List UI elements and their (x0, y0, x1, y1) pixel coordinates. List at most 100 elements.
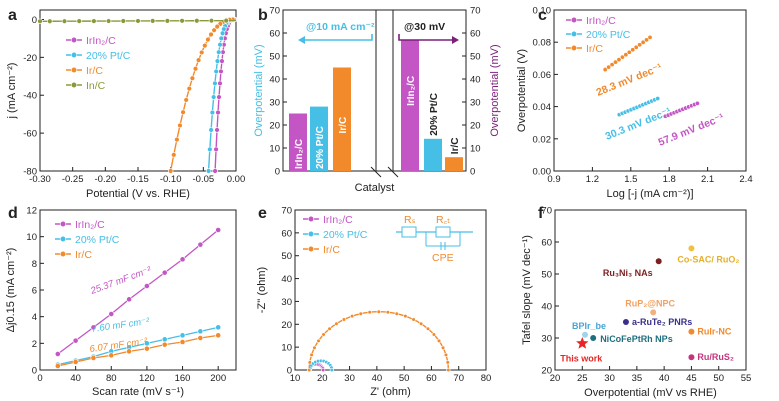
x-tick-label: 0.00 (227, 174, 246, 185)
y-tick-label: 50 (269, 52, 280, 63)
data-point (179, 256, 186, 263)
data-point (633, 44, 639, 50)
legend-label: 20% Pt/C (586, 29, 631, 41)
data-point (108, 311, 115, 317)
data-point (316, 338, 321, 343)
panel-label: e (258, 205, 267, 222)
plot-frame (294, 209, 487, 371)
x-axis-label: Log [-j (mA cm⁻²)] (606, 188, 693, 200)
data-point (214, 127, 220, 133)
data-point (164, 18, 171, 24)
legend-label: Ir/C (86, 65, 103, 77)
y-tick-label: 20 (470, 121, 481, 132)
data-point (120, 18, 127, 24)
data-point (150, 18, 156, 24)
legend-marker (59, 235, 67, 243)
y-tick-label: 10 (470, 144, 481, 155)
data-point (215, 332, 222, 339)
y-axis-label: Δj0.15 (mA cm⁻²) (5, 248, 17, 333)
x-tick-label: 80 (106, 373, 117, 384)
bar (310, 106, 328, 171)
data-point (61, 18, 68, 24)
data-point (90, 324, 97, 331)
data-point (212, 80, 218, 87)
y-tick-label: 60 (470, 29, 481, 40)
data-point (307, 367, 312, 373)
y-axis-label: Overpotential (V) (516, 49, 528, 132)
plot-frame (554, 209, 747, 371)
bar (333, 67, 351, 171)
bar (445, 157, 463, 171)
data-point (602, 67, 608, 73)
y-tick-label: 2 (32, 339, 37, 350)
y-tick-label: 0 (32, 15, 37, 26)
panel-b: 0 10 20 30 40 50 60 70 0 10 20 30 40 50 60 70 IrIn₂/C 20%… (253, 6, 501, 195)
y-axis-label: Overpotential (mV) (489, 44, 501, 136)
x-tick-label: 50 (713, 373, 724, 384)
data-point (688, 328, 695, 335)
data-point (171, 152, 177, 158)
data-point (218, 35, 225, 42)
circuit-rs (401, 226, 417, 238)
y-tick-label: 40 (541, 302, 552, 313)
bar-label: Ir/C (450, 138, 461, 155)
y-tick-label: 60 (541, 238, 552, 249)
data-point (213, 68, 219, 75)
panel-label: a (8, 7, 17, 24)
bar (424, 138, 442, 171)
x-tick-label: 200 (210, 373, 226, 384)
y-tick-label: 0.10 (533, 6, 552, 17)
data-point (54, 351, 61, 357)
data-point (207, 146, 213, 153)
y-tick-label: 10 (26, 232, 37, 243)
fit-line (57, 326, 219, 366)
data-point (419, 321, 424, 326)
data-point (446, 367, 451, 373)
x-tick-label: -0.15 (127, 174, 149, 185)
arrow-right-head (452, 36, 459, 44)
data-point (688, 354, 695, 361)
point-label: Co-SAC/ RuO₂ (677, 254, 739, 264)
data-point (647, 34, 653, 40)
panel-c: 0.9 1.2 1.5 1.8 2.1 2.4 0.00 0.02 0.04 0.06 0.08 0.… (516, 6, 753, 201)
data-point (443, 352, 449, 358)
data-point (650, 309, 657, 316)
arrow-left-head (298, 36, 305, 44)
data-point (431, 332, 437, 337)
x-tick-label: 160 (175, 373, 191, 384)
axis-break (370, 166, 382, 178)
y-tick-label: 70 (269, 6, 280, 17)
legend-label: Ir/C (75, 249, 92, 261)
data-point (619, 54, 625, 60)
data-point (341, 317, 347, 322)
y-axis-label: -Z'' (ohm) (256, 267, 268, 313)
x-tick-label: 2.4 (739, 174, 752, 185)
y-tick-label: 6 (32, 286, 37, 297)
legend-marker (570, 16, 578, 24)
bar-label: Ir/C (338, 117, 349, 134)
cdl-annotation: 6.07 mF cm⁻² (89, 336, 149, 355)
circuit-label: Rₛ (404, 214, 416, 226)
data-point (214, 23, 220, 30)
data-point (644, 37, 650, 43)
data-point (197, 328, 204, 335)
x-tick-label: -0.05 (193, 174, 215, 185)
data-point (194, 18, 200, 24)
x-tick-label: 120 (139, 373, 155, 384)
data-point (144, 283, 150, 289)
data-point (622, 319, 629, 325)
x-tick-label: 1.8 (663, 174, 676, 185)
y-axis-label: Tafel slope (mV dec⁻¹) (521, 235, 533, 345)
panel-label: b (258, 7, 268, 24)
point-label: a-RuTe₂ PNRs (632, 317, 692, 327)
data-point (197, 241, 204, 248)
x-tick-label: 40 (659, 373, 670, 384)
data-point (179, 339, 186, 345)
data-point (445, 360, 450, 365)
data-point (217, 41, 223, 48)
legend-marker (307, 230, 315, 238)
x-tick-label: 20 (317, 373, 328, 384)
y-tick-label: 70 (541, 206, 552, 217)
point-label: BPIr_be (572, 321, 606, 331)
